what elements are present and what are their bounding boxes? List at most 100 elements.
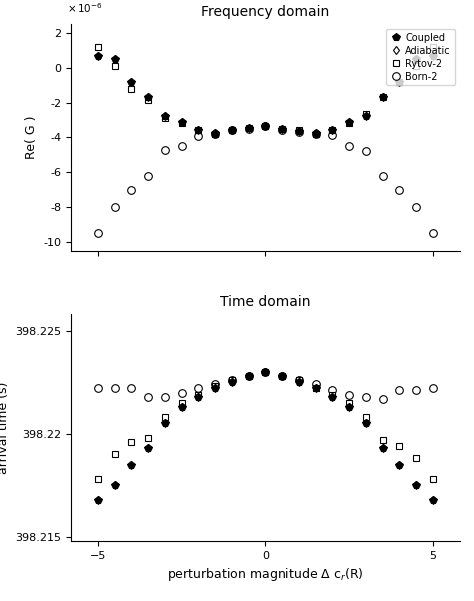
Born-2 xyxy=(263,123,268,130)
Rytov-2 xyxy=(179,119,184,126)
Adiabatic xyxy=(196,127,201,134)
Born-2 xyxy=(112,385,118,392)
Rytov-2 xyxy=(128,85,134,92)
Born-2 xyxy=(212,130,218,138)
Line: Adiabatic: Adiabatic xyxy=(95,53,436,136)
Coupled xyxy=(430,53,436,60)
Born-2 xyxy=(363,393,369,400)
Rytov-2 xyxy=(346,399,352,406)
Adiabatic xyxy=(363,112,369,119)
Rytov-2 xyxy=(229,377,235,384)
Born-2 xyxy=(246,373,252,380)
Coupled xyxy=(380,445,385,452)
Born-2 xyxy=(413,204,419,211)
Rytov-2 xyxy=(263,368,268,376)
Born-2 xyxy=(162,146,168,153)
Born-2 xyxy=(430,230,436,237)
Rytov-2 xyxy=(430,43,436,50)
Rytov-2 xyxy=(246,124,252,132)
Born-2 xyxy=(397,387,402,394)
Born-2 xyxy=(363,148,369,155)
Born-2 xyxy=(430,385,436,392)
Coupled xyxy=(296,379,302,386)
Rytov-2 xyxy=(397,442,402,450)
Coupled xyxy=(162,420,168,427)
Adiabatic xyxy=(246,373,252,380)
Adiabatic xyxy=(263,123,268,130)
Adiabatic xyxy=(128,79,134,86)
Born-2 xyxy=(179,142,184,150)
Born-2 xyxy=(179,389,184,396)
Coupled xyxy=(313,129,319,136)
Line: Born-2: Born-2 xyxy=(94,122,437,237)
Adiabatic xyxy=(146,94,151,101)
Coupled xyxy=(146,445,151,452)
Adiabatic xyxy=(112,481,118,489)
Born-2 xyxy=(229,127,235,134)
Adiabatic xyxy=(246,124,252,132)
Rytov-2 xyxy=(279,373,285,380)
Adiabatic xyxy=(95,53,101,60)
Rytov-2 xyxy=(196,126,201,133)
Coupled xyxy=(128,79,134,86)
Adiabatic xyxy=(162,113,168,120)
Adiabatic xyxy=(263,368,268,376)
Adiabatic xyxy=(397,461,402,468)
Rytov-2 xyxy=(229,126,235,133)
Adiabatic xyxy=(380,94,385,101)
Coupled xyxy=(162,113,168,120)
Adiabatic xyxy=(229,379,235,386)
Coupled xyxy=(363,420,369,427)
Born-2 xyxy=(229,377,235,384)
Line: Coupled: Coupled xyxy=(94,368,437,504)
Rytov-2 xyxy=(146,96,151,103)
Rytov-2 xyxy=(296,127,302,134)
Adiabatic xyxy=(346,118,352,125)
Born-2 xyxy=(296,377,302,384)
Coupled xyxy=(112,55,118,63)
Adiabatic xyxy=(430,496,436,503)
Text: $\times\,10^{-6}$: $\times\,10^{-6}$ xyxy=(67,1,103,15)
Rytov-2 xyxy=(313,385,319,392)
X-axis label: perturbation magnitude $\Delta$ c$_r$(R): perturbation magnitude $\Delta$ c$_r$(R) xyxy=(167,566,364,583)
Coupled xyxy=(212,129,218,136)
Coupled xyxy=(95,496,101,503)
Y-axis label: arrival time (s): arrival time (s) xyxy=(0,382,9,474)
Rytov-2 xyxy=(95,475,101,483)
Adiabatic xyxy=(430,53,436,60)
Rytov-2 xyxy=(413,63,419,70)
Y-axis label: Re( G ): Re( G ) xyxy=(25,115,38,159)
Adiabatic xyxy=(313,129,319,136)
Born-2 xyxy=(95,385,101,392)
Coupled xyxy=(263,123,268,130)
Rytov-2 xyxy=(380,94,385,101)
Adiabatic xyxy=(179,118,184,125)
Born-2 xyxy=(263,368,268,376)
Adiabatic xyxy=(146,445,151,452)
Adiabatic xyxy=(329,393,335,400)
Coupled xyxy=(329,393,335,400)
Coupled xyxy=(296,127,302,135)
Coupled xyxy=(279,373,285,380)
Legend: Coupled, Adiabatic, Rytov-2, Born-2: Coupled, Adiabatic, Rytov-2, Born-2 xyxy=(386,29,455,85)
Adiabatic xyxy=(363,420,369,427)
Rytov-2 xyxy=(329,391,335,398)
Adiabatic xyxy=(397,79,402,86)
Rytov-2 xyxy=(363,110,369,117)
Rytov-2 xyxy=(430,475,436,483)
Adiabatic xyxy=(179,403,184,410)
Coupled xyxy=(112,481,118,489)
Adiabatic xyxy=(279,373,285,380)
Adiabatic xyxy=(196,393,201,400)
Born-2 xyxy=(212,380,218,388)
Coupled xyxy=(146,94,151,101)
Adiabatic xyxy=(162,420,168,427)
Rytov-2 xyxy=(146,435,151,442)
Born-2 xyxy=(329,387,335,394)
Rytov-2 xyxy=(397,78,402,85)
Adiabatic xyxy=(128,461,134,468)
Born-2 xyxy=(313,130,319,138)
Born-2 xyxy=(413,387,419,394)
Rytov-2 xyxy=(212,130,218,138)
Coupled xyxy=(413,481,419,489)
